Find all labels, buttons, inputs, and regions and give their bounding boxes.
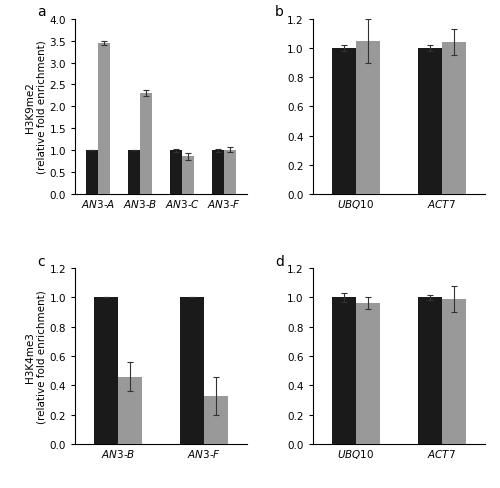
Bar <box>418 49 442 195</box>
Bar <box>204 396 229 444</box>
Bar <box>94 298 118 444</box>
Bar <box>442 299 466 444</box>
Bar <box>140 94 152 195</box>
Bar <box>118 377 142 444</box>
Text: a: a <box>37 5 46 20</box>
Y-axis label: H3K9me2
(relative fold enrichment): H3K9me2 (relative fold enrichment) <box>25 41 46 174</box>
Bar <box>182 157 194 195</box>
Bar <box>128 151 140 195</box>
Y-axis label: H3K4me3
(relative fold enrichment): H3K4me3 (relative fold enrichment) <box>25 289 46 423</box>
Bar <box>180 298 204 444</box>
Bar <box>332 49 356 195</box>
Bar <box>442 43 466 195</box>
Bar <box>418 298 442 444</box>
Bar <box>86 151 98 195</box>
Bar <box>356 304 380 444</box>
Bar <box>98 43 110 195</box>
Bar <box>332 298 356 444</box>
Bar <box>224 150 236 195</box>
Text: b: b <box>275 5 283 20</box>
Text: d: d <box>275 255 283 268</box>
Text: c: c <box>37 255 44 268</box>
Bar <box>356 41 380 195</box>
Bar <box>170 151 182 195</box>
Bar <box>212 151 224 195</box>
